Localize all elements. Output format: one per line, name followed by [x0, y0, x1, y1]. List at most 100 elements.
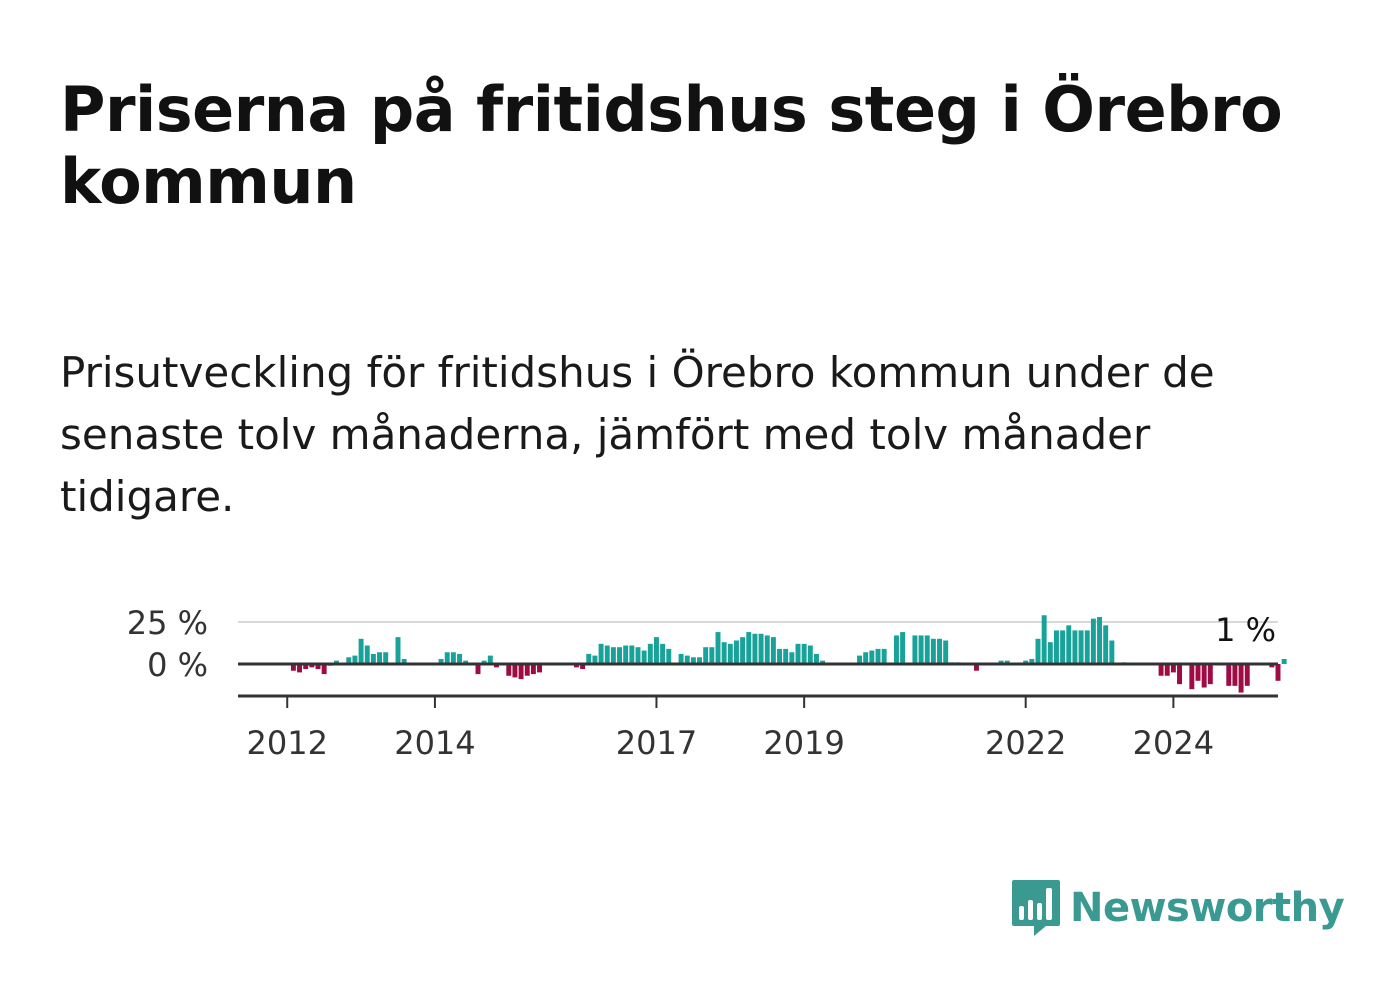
- bar: [1053, 630, 1059, 664]
- chart-title: Priserna på fritidshus steg i Örebro kom…: [60, 73, 1283, 218]
- bar: [506, 664, 512, 676]
- bar: [1164, 664, 1170, 676]
- bar: [1109, 640, 1115, 664]
- bar: [623, 645, 629, 664]
- newsworthy-logo: Newsworthy: [1010, 878, 1345, 938]
- bar: [290, 664, 296, 671]
- bar: [610, 647, 616, 664]
- bar: [493, 664, 499, 668]
- bar: [1060, 630, 1066, 664]
- bar: [321, 664, 327, 675]
- bar: [481, 660, 487, 664]
- bar: [746, 632, 752, 664]
- bar: [1090, 618, 1096, 664]
- bar: [697, 657, 703, 664]
- bar: [807, 645, 813, 664]
- bar: [297, 664, 303, 673]
- bar: [1004, 660, 1010, 664]
- bar: [1035, 638, 1041, 664]
- bar: [801, 643, 807, 664]
- bar: [1226, 664, 1232, 686]
- bar: [1047, 642, 1053, 664]
- bar: [653, 637, 659, 664]
- x-tick-label: 2024: [1133, 724, 1214, 762]
- bar: [893, 635, 899, 664]
- bar: [820, 660, 826, 664]
- bar: [863, 652, 869, 664]
- bar: [666, 648, 672, 664]
- bar: [580, 664, 586, 670]
- bar: [377, 652, 383, 664]
- y-tick-label: 25 %: [127, 604, 208, 642]
- bar: [930, 638, 936, 664]
- bar: [918, 635, 924, 664]
- bar: [709, 647, 715, 664]
- bar: [586, 653, 592, 664]
- bar: [1232, 664, 1238, 686]
- bar: [1269, 664, 1275, 668]
- bar: [678, 653, 684, 664]
- bar: [333, 660, 339, 664]
- bar: [647, 643, 653, 664]
- bar: [1078, 630, 1084, 664]
- bar: [364, 645, 370, 664]
- bar: [943, 640, 949, 664]
- bar: [370, 653, 376, 664]
- bar: [358, 638, 364, 664]
- bar: [395, 637, 401, 664]
- bar: [721, 642, 727, 664]
- bar: [770, 637, 776, 664]
- bar: [475, 664, 481, 675]
- bar: [309, 664, 315, 668]
- bar: [660, 643, 666, 664]
- bar: [777, 648, 783, 664]
- x-tick-label: 2012: [247, 724, 328, 762]
- newsworthy-logo-icon: [1012, 880, 1060, 936]
- bar: [881, 648, 887, 664]
- bar: [524, 664, 530, 676]
- brand-name: Newsworthy: [1070, 885, 1345, 931]
- bar: [463, 660, 469, 664]
- bar: [352, 655, 358, 664]
- x-tick-label: 2014: [394, 724, 475, 762]
- bar: [450, 652, 456, 664]
- bar-chart: 0 % 25 % 2012 2014 2017 2019 2022 2024 1 %: [127, 604, 1287, 762]
- bar: [973, 664, 979, 671]
- last-value-label: 1 %: [1215, 611, 1276, 649]
- bar: [1195, 664, 1201, 681]
- bar: [346, 657, 352, 664]
- x-tick-label: 2022: [985, 724, 1066, 762]
- bar: [1023, 660, 1029, 664]
- bar: [1244, 664, 1250, 686]
- bar: [715, 632, 721, 664]
- bar: [401, 658, 407, 664]
- bar: [1066, 625, 1072, 664]
- x-tick-label: 2017: [616, 724, 697, 762]
- bar: [315, 664, 321, 670]
- bar: [537, 664, 543, 673]
- bar: [752, 633, 758, 664]
- bar: [1275, 664, 1281, 681]
- bar: [937, 638, 943, 664]
- bar: [512, 664, 518, 678]
- bar: [857, 655, 863, 664]
- bar: [518, 664, 524, 680]
- bar: [617, 647, 623, 664]
- bar: [795, 643, 801, 664]
- bar: [1177, 664, 1183, 685]
- bar: [740, 637, 746, 664]
- chart-subtitle: Prisutveckling för fritidshus i Örebro k…: [60, 348, 1215, 521]
- bar: [758, 633, 764, 664]
- bar: [487, 655, 493, 664]
- y-tick-label: 0 %: [147, 646, 208, 684]
- bar: [998, 660, 1004, 664]
- bar: [444, 652, 450, 664]
- bar: [1158, 664, 1164, 676]
- bar: [813, 653, 819, 664]
- bar: [1029, 658, 1035, 664]
- bar: [789, 652, 795, 664]
- bar: [1097, 616, 1103, 664]
- bar: [592, 655, 598, 664]
- bar: [1281, 658, 1287, 664]
- bar: [1238, 664, 1244, 693]
